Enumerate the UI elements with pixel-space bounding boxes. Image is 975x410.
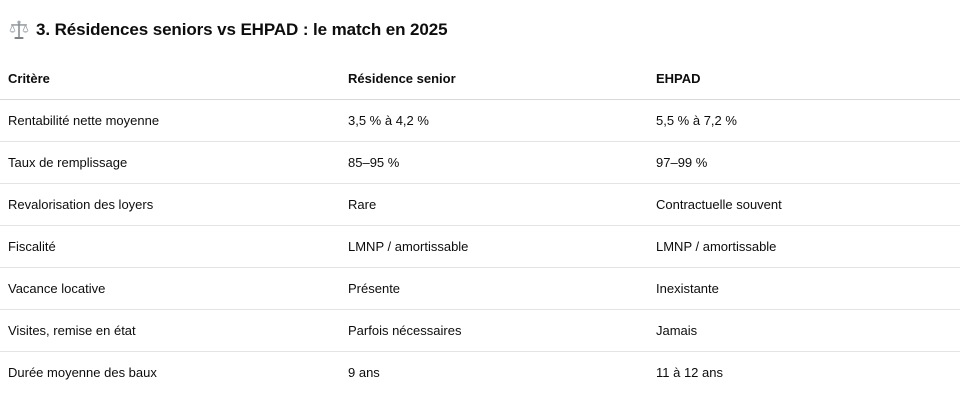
row-critere: Rentabilité nette moyenne — [8, 113, 160, 128]
row-critere: Fiscalité — [8, 239, 56, 254]
table-row: Rentabilité nette moyenne 3,5 % à 4,2 % … — [0, 100, 960, 142]
row-ehpad: LMNP / amortissable — [656, 239, 777, 254]
table-header-row: Critère Résidence senior EHPAD — [0, 58, 960, 100]
row-residence-senior: 9 ans — [348, 365, 380, 380]
row-ehpad: 11 à 12 ans — [656, 365, 723, 380]
row-ehpad: 5,5 % à 7,2 % — [656, 113, 737, 128]
section-title: 3. Résidences seniors vs EHPAD : le matc… — [36, 20, 448, 39]
row-ehpad: 97–99 % — [656, 155, 708, 170]
table-row: Durée moyenne des baux 9 ans 11 à 12 ans — [0, 352, 960, 393]
row-critere: Vacance locative — [8, 281, 106, 296]
balance-scale-icon — [8, 19, 30, 41]
row-residence-senior: LMNP / amortissable — [348, 239, 469, 254]
row-residence-senior: 85–95 % — [348, 155, 400, 170]
table-row: Vacance locative Présente Inexistante — [0, 268, 960, 310]
row-residence-senior: Présente — [348, 281, 401, 296]
row-critere: Durée moyenne des baux — [8, 365, 157, 380]
row-critere: Taux de remplissage — [8, 155, 128, 170]
row-residence-senior: Rare — [348, 197, 377, 212]
row-critere: Revalorisation des loyers — [8, 197, 154, 212]
table-row: Visites, remise en état Parfois nécessai… — [0, 310, 960, 352]
comparison-table: Critère Résidence senior EHPAD Rentabili… — [0, 58, 960, 393]
row-residence-senior: 3,5 % à 4,2 % — [348, 113, 429, 128]
header-residence-senior: Résidence senior — [348, 71, 456, 86]
header-ehpad: EHPAD — [656, 71, 701, 86]
row-critere: Visites, remise en état — [8, 323, 136, 338]
row-ehpad: Contractuelle souvent — [656, 197, 782, 212]
row-ehpad: Inexistante — [656, 281, 719, 296]
row-residence-senior: Parfois nécessaires — [348, 323, 462, 338]
table-row: Revalorisation des loyers Rare Contractu… — [0, 184, 960, 226]
section-heading: 3. Résidences seniors vs EHPAD : le matc… — [8, 16, 448, 44]
header-critere: Critère — [8, 71, 50, 86]
row-ehpad: Jamais — [656, 323, 698, 338]
table-row: Fiscalité LMNP / amortissable LMNP / amo… — [0, 226, 960, 268]
table-row: Taux de remplissage 85–95 % 97–99 % — [0, 142, 960, 184]
